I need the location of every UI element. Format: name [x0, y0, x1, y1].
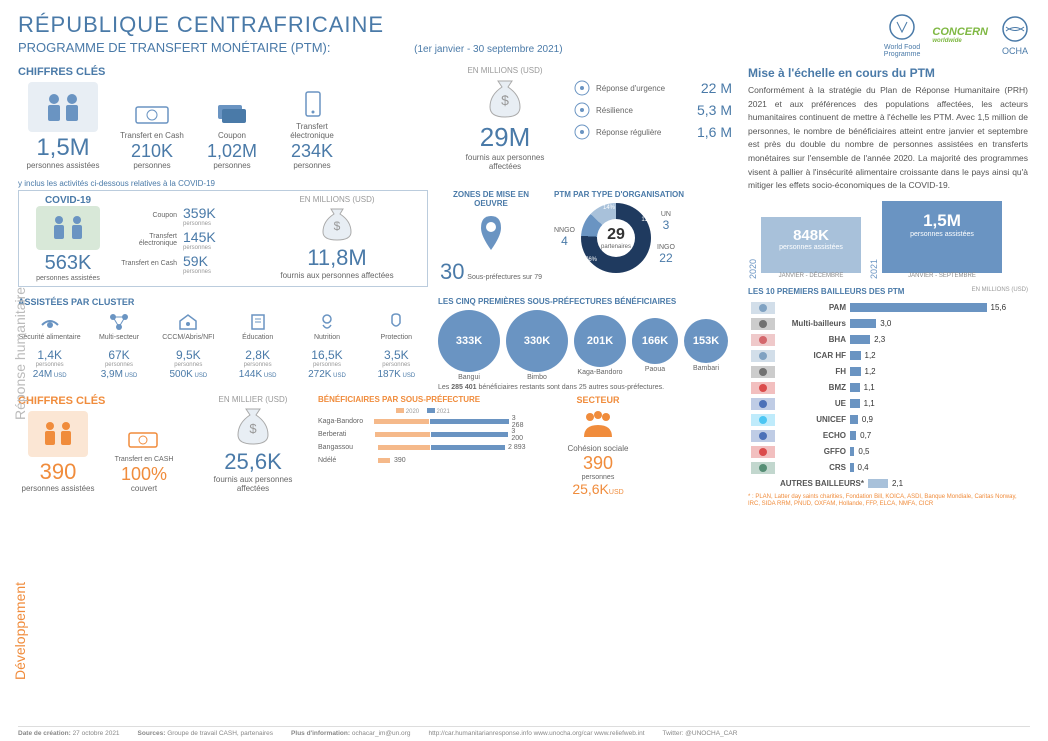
assisted-val: 1,5M: [18, 134, 108, 162]
partner-logos: World FoodProgramme CONCERNworldwide OCH…: [884, 12, 1030, 58]
group-icon: [538, 409, 658, 444]
dev-people-icon: [28, 411, 88, 457]
cluster-item: Nutrition16,5Kpersonnes272K USD: [295, 311, 358, 380]
header: RÉPUBLIQUE CENTRAFRICAINE PROGRAMME DE T…: [18, 12, 1030, 58]
country-title: RÉPUBLIQUE CENTRAFRICAINE: [18, 12, 563, 38]
wfp-logo: World FoodProgramme: [884, 12, 921, 58]
donor-row: GFFO0,5: [748, 444, 1028, 460]
response-row: Réponse régulière1,6 M: [572, 122, 732, 142]
donor-row-other: AUTRES BAILLEURS* 2,1: [748, 476, 1028, 492]
top5-item: 333KBangui: [438, 310, 500, 381]
response-row: Résilience5,3 M: [572, 100, 732, 120]
top5-item: 330KBimbo: [506, 310, 568, 381]
key-figures-label: CHIFFRES CLÉS: [18, 66, 438, 78]
cluster-item: CCCM/Abris/NFI9,5Kpersonnes500K USD: [157, 311, 220, 380]
svg-text:$: $: [501, 92, 509, 108]
covid-mode-row: Transfert en Cash59Kpersonnes: [119, 253, 269, 275]
cluster-item: Éducation2,8Kpersonnes144K USD: [226, 311, 289, 380]
covid-note: y inclus les activités ci-dessous relati…: [18, 179, 738, 188]
moneybag-icon: $: [277, 204, 397, 245]
top5-item: 201KKaga-Bandoro: [574, 315, 626, 376]
scale-text: Conformément à la stratégie du Plan de R…: [748, 84, 1028, 193]
cluster-item: Multi-secteur67Kpersonnes3,9M USD: [87, 311, 150, 380]
covid-people-icon: [36, 206, 100, 250]
coupon-icon: [196, 99, 268, 132]
donor-row: PAM15,6: [748, 300, 1028, 316]
donor-row: Multi-bailleurs3,0: [748, 316, 1028, 332]
moneybag-icon: $: [198, 404, 308, 449]
org-donut: 29 partenaires 11% 14% 76%: [581, 203, 651, 273]
donor-row: UNICEF0,9: [748, 412, 1028, 428]
etransfer-icon: [276, 90, 348, 123]
scale-compare: 2020 848K personnes assistées JANVIER - …: [748, 201, 1028, 279]
donor-footnote: * : PLAN, Latter day saints charities, F…: [748, 494, 1028, 508]
concern-logo: CONCERNworldwide: [932, 26, 988, 44]
donor-row: BMZ1,1: [748, 380, 1028, 396]
svg-text:$: $: [334, 219, 341, 233]
top5-note: Les 285 401 bénéficiaires restants sont …: [438, 384, 728, 391]
benef-row: Berberati3 200: [318, 429, 528, 441]
benef-row: Kaga-Bandoro3 268: [318, 416, 528, 428]
covid-mode-row: Transfert électronique145Kpersonnes: [119, 229, 269, 251]
donor-row: UE1,1: [748, 396, 1028, 412]
people-icon: [28, 82, 98, 132]
date-range: (1er janvier - 30 septembre 2021): [414, 44, 562, 55]
benef-row: Ndélé390: [318, 455, 528, 467]
dev-cash-icon: [104, 427, 184, 456]
donor-row: ECHO0,7: [748, 428, 1028, 444]
svg-text:$: $: [249, 421, 257, 436]
covid-mode-row: Coupon359Kpersonnes: [119, 205, 269, 227]
top5-item: 166KPaoua: [632, 318, 678, 373]
pin-icon: [436, 212, 546, 259]
donor-row: BHA2,3: [748, 332, 1028, 348]
side-label-humanitaire: Réponse humanitaire: [12, 287, 28, 420]
benef-row: Bangassou2 893: [318, 442, 528, 454]
scale-title: Mise à l'échelle en cours du PTM: [748, 66, 1028, 80]
footer: Date de création: 27 octobre 2021 Source…: [18, 726, 1030, 737]
side-label-developpement: Développement: [12, 582, 28, 680]
donor-row: CRS0,4: [748, 460, 1028, 476]
response-row: Réponse d'urgence22 M: [572, 78, 732, 98]
programme-title: PROGRAMME DE TRANSFERT MONÉTAIRE (PTM): …: [18, 40, 563, 55]
donor-row: ICAR HF1,2: [748, 348, 1028, 364]
top5-item: 153KBambari: [684, 319, 728, 372]
ocha-logo: OCHA: [1000, 14, 1030, 56]
funding-total: 29M: [450, 122, 560, 153]
assisted-lbl: personnes assistées: [18, 162, 108, 171]
donor-row: FH1,2: [748, 364, 1028, 380]
moneybag-icon: $: [450, 75, 560, 122]
cluster-item: Protection3,5Kpersonnes187K USD: [365, 311, 428, 380]
cash-icon: [116, 99, 188, 132]
